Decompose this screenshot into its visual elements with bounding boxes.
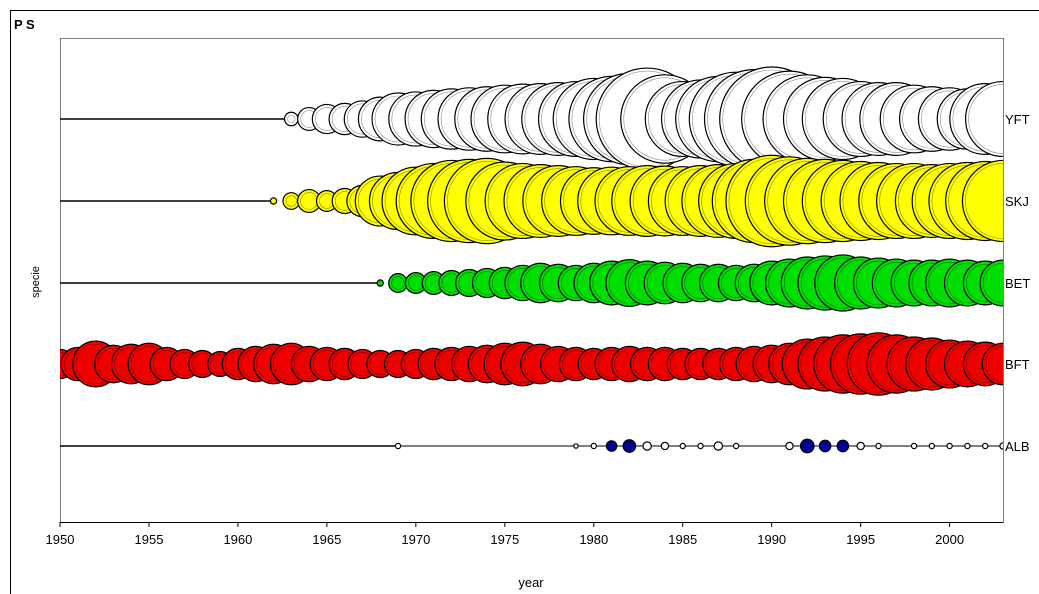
bubble-ring <box>803 441 812 451</box>
x-tick-label: 2000 <box>935 532 964 547</box>
x-tick-label: 1990 <box>757 532 786 547</box>
bubble-alb <box>573 443 579 449</box>
series-label-yft: YFT <box>1005 112 1030 127</box>
bubble-skj <box>961 159 1003 243</box>
bubble-alb <box>946 442 953 450</box>
bubble-alb <box>818 439 832 453</box>
bubble-alb <box>732 442 740 450</box>
bubble-ring <box>982 262 1003 304</box>
bubble-alb <box>799 438 815 454</box>
x-tick-label: 1950 <box>46 532 75 547</box>
x-tick-label: 1995 <box>846 532 875 547</box>
bubble-ring <box>391 276 405 290</box>
series-label-bft: BFT <box>1005 357 1030 372</box>
bubble-alb <box>785 441 794 451</box>
bubble-alb <box>964 442 971 450</box>
bubble-alb <box>660 441 670 451</box>
x-tick-label: 1965 <box>312 532 341 547</box>
bubble-yft <box>964 80 1003 158</box>
bubble-ring <box>287 114 296 124</box>
bubble-alb <box>622 439 637 453</box>
series-label-bet: BET <box>1005 276 1030 291</box>
x-tick-label: 1975 <box>490 532 519 547</box>
bubble-alb <box>697 442 704 450</box>
bubble-alb <box>982 442 989 450</box>
bubble-alb <box>590 442 597 450</box>
bubble-alb <box>713 441 724 451</box>
bubble-alb <box>856 441 865 451</box>
x-axis-label: year <box>518 575 544 590</box>
bubble-ring <box>966 344 1003 384</box>
x-tick-label: 1955 <box>135 532 164 547</box>
bubble-alb <box>605 440 618 452</box>
bubble-alb <box>836 439 850 453</box>
bubble-ring <box>968 84 1003 154</box>
x-tick-label: 1980 <box>579 532 608 547</box>
bubble-alb <box>928 442 936 450</box>
bubble-ring <box>966 263 1003 303</box>
bubble-bet <box>376 279 384 287</box>
bubble-alb <box>642 441 652 451</box>
series-skj <box>60 154 1003 248</box>
series-alb <box>60 438 1003 454</box>
bubble-ring <box>625 442 633 450</box>
bubble-ring <box>285 195 297 207</box>
bubble-ring <box>965 163 1003 239</box>
series-label-alb: ALB <box>1005 439 1030 454</box>
x-tick-layer: 1950 1955 1960 1965 1970 1975 1980 1985 1990 1995… <box>46 522 964 547</box>
bubble-bft <box>981 342 1003 386</box>
bubble-skj <box>269 197 278 205</box>
series-layer <box>60 66 1003 454</box>
bubble-alb <box>999 442 1003 450</box>
y-axis-label: specie <box>30 266 42 298</box>
bubble-alb <box>910 442 918 450</box>
series-label-skj: SKJ <box>1005 194 1029 209</box>
bubble-yft <box>283 111 299 127</box>
x-tick-label: 1960 <box>223 532 252 547</box>
chart-title: P S <box>14 17 35 32</box>
x-tick-label: 1970 <box>401 532 430 547</box>
bubble-ring <box>984 345 1003 383</box>
bubble-alb <box>394 442 402 450</box>
bubble-bet <box>979 259 1003 307</box>
series-bet <box>60 254 1003 312</box>
series-bft <box>60 332 1003 396</box>
bubble-alb <box>679 442 686 450</box>
series-yft <box>60 66 1003 172</box>
outer-border <box>10 10 1039 594</box>
series-label-layer: YFT SKJ BET BFT ALB <box>1005 112 1030 454</box>
x-tick-label: 1985 <box>668 532 697 547</box>
bubble-alb <box>875 442 882 450</box>
